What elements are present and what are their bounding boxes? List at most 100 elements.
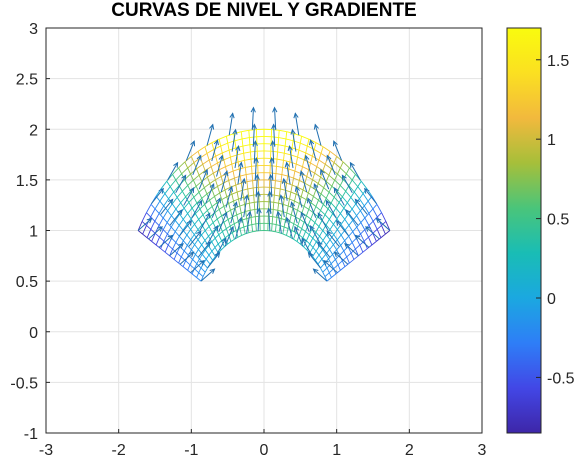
gradient-arrow xyxy=(197,241,211,258)
contour-segment xyxy=(187,244,192,251)
contour-segment xyxy=(344,225,350,231)
contour-segment xyxy=(322,267,328,273)
contour-segment xyxy=(306,243,311,251)
contour-segment xyxy=(213,149,217,157)
contour-segment xyxy=(250,159,252,167)
contour-segment xyxy=(305,209,310,216)
contour-segment xyxy=(322,234,327,241)
contour-segment xyxy=(325,197,332,204)
gradient-arrow xyxy=(301,238,313,257)
contour-segment xyxy=(141,212,147,222)
contour-segment xyxy=(276,159,278,167)
contour-segment xyxy=(231,161,239,165)
contour-segment xyxy=(278,144,286,147)
gradient-arrow xyxy=(273,124,276,147)
contour-segment xyxy=(340,224,346,231)
contour-segment xyxy=(307,186,311,194)
contour-segment xyxy=(290,191,297,195)
contour-segment xyxy=(312,173,316,180)
contour-segment xyxy=(239,205,242,214)
contour-segment xyxy=(246,181,249,189)
contour-segment xyxy=(321,258,325,264)
contour-segment xyxy=(195,249,199,255)
contour-segment xyxy=(196,277,202,282)
contour-segment xyxy=(172,174,177,181)
contour-segment xyxy=(310,212,314,220)
contour-segment xyxy=(187,213,192,220)
contour-segment xyxy=(289,161,297,165)
contour-segment xyxy=(345,167,350,174)
contour-segment xyxy=(201,249,206,255)
contour-segment xyxy=(243,225,248,228)
gradient-arrow xyxy=(252,124,255,147)
contour-segment xyxy=(305,231,310,236)
arrow-head xyxy=(218,154,224,161)
contour-segment xyxy=(163,198,169,207)
contour-segment xyxy=(277,137,280,145)
contour-segment xyxy=(231,191,238,195)
contour-segment xyxy=(329,150,337,157)
contour-segment xyxy=(194,219,200,225)
contour-segment xyxy=(333,218,338,225)
arrow-head xyxy=(199,259,205,266)
contour-segment xyxy=(182,218,188,225)
contour-segment xyxy=(154,208,160,214)
arrow-head xyxy=(325,199,331,206)
contour-segment xyxy=(293,177,300,181)
contour-segment xyxy=(183,250,189,256)
contour-segment xyxy=(200,152,208,159)
contour-segment xyxy=(334,173,338,181)
contour-segment xyxy=(234,236,239,240)
contour-segment xyxy=(342,191,347,198)
contour-segment xyxy=(199,204,205,210)
contour-segment xyxy=(185,191,192,198)
contour-segment xyxy=(167,210,172,216)
colorbar-tick-label: -0.5 xyxy=(547,370,575,387)
gradient-arrow xyxy=(286,162,291,185)
contour-segment xyxy=(300,142,308,147)
contour-segment xyxy=(230,238,235,242)
contour-segment xyxy=(227,143,230,151)
y-tick-label: 3 xyxy=(29,21,38,38)
contour-segment xyxy=(182,213,188,220)
contour-segment xyxy=(333,264,339,270)
arrow-head xyxy=(167,198,174,205)
gradient-arrow xyxy=(206,124,214,146)
contour-segment xyxy=(273,187,276,196)
contour-segment xyxy=(187,269,193,275)
contour-segment xyxy=(219,166,226,171)
contour-segment xyxy=(187,179,194,186)
contour-segment xyxy=(217,215,222,220)
arrow-head xyxy=(177,209,183,216)
contour-segment xyxy=(211,250,216,257)
contour-segment xyxy=(279,129,287,133)
contour-segment xyxy=(221,152,225,160)
x-tick-label: 2 xyxy=(405,442,414,459)
contour-segment xyxy=(166,215,172,223)
contour-segment xyxy=(322,146,331,152)
arrow-head xyxy=(216,197,221,204)
arrow-head xyxy=(209,268,216,274)
contour-segment xyxy=(317,258,323,265)
arrow-head xyxy=(205,241,211,248)
colorbar-scale xyxy=(506,27,542,434)
contour-segment xyxy=(209,196,215,201)
gradient-arrow xyxy=(251,107,254,130)
contour-segment xyxy=(328,185,333,193)
contour-segment xyxy=(204,146,208,154)
arrow-head xyxy=(232,201,238,208)
gradient-arrow xyxy=(183,187,195,206)
contour-segment xyxy=(154,220,160,226)
contour-segment xyxy=(222,228,227,232)
contour-segment xyxy=(356,222,362,228)
gradient-arrow xyxy=(300,212,310,233)
contour-segment xyxy=(170,226,176,232)
contour-segment xyxy=(211,189,215,197)
contour-segment xyxy=(311,149,315,157)
contour-segment xyxy=(172,167,179,175)
contour-segment xyxy=(294,164,297,172)
contour-segment xyxy=(169,248,173,256)
gradient-arrow xyxy=(215,238,227,257)
contour-segment xyxy=(250,150,258,153)
